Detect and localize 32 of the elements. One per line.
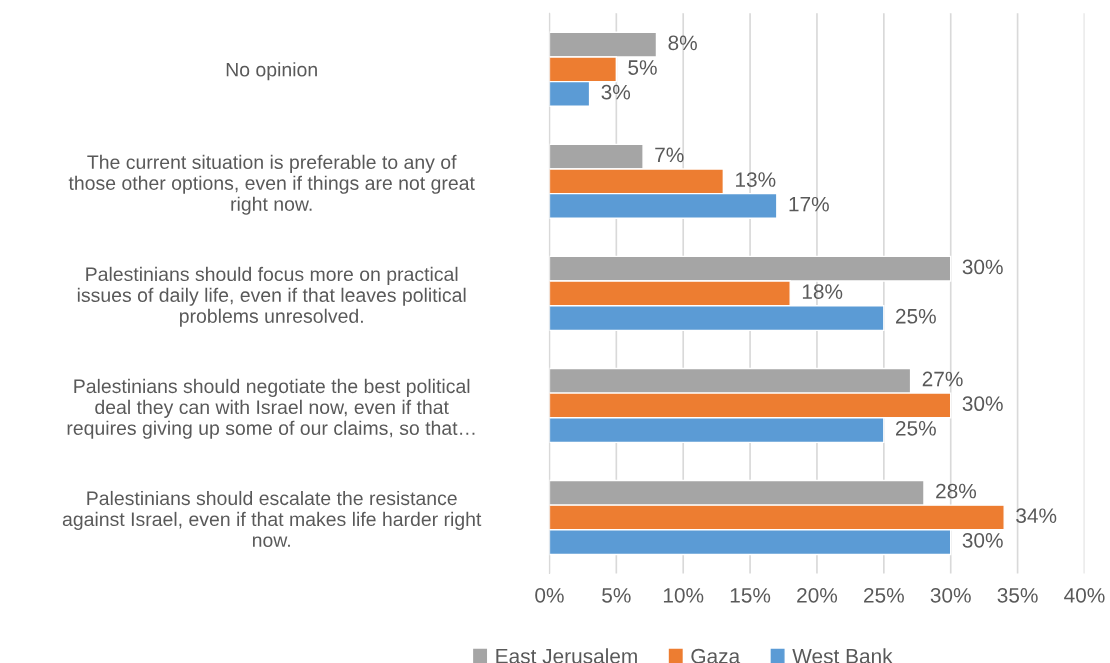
data-label: 27% — [922, 371, 963, 387]
data-label: 3% — [601, 84, 631, 100]
data-label: 30% — [962, 532, 1003, 548]
x-tick-label: 25% — [864, 587, 904, 603]
data-label: 8% — [668, 35, 697, 51]
y-tick-label: The current situation is preferable to any of those other options, even if things are not great right now. — [68, 154, 475, 215]
y-tick-label: Palestinians should negotiate the best political deal they can with Israel now, even if that requires giving up some of our claims, so that… — [67, 378, 475, 439]
data-label: 7% — [655, 147, 684, 163]
data-label: 30% — [962, 396, 1003, 412]
data-label: 34% — [1016, 508, 1057, 524]
x-tick-label: 30% — [930, 587, 971, 603]
legend-label: Gaza — [691, 648, 741, 663]
x-tick-label: 20% — [797, 587, 838, 603]
legend-label: East Jerusalem — [496, 648, 637, 663]
x-tick-label: 0% — [535, 587, 564, 603]
data-label: 30% — [962, 259, 1003, 275]
x-tick-label: 15% — [730, 588, 771, 603]
data-label: 25% — [896, 420, 936, 436]
x-tick-label: 35% — [997, 587, 1038, 603]
x-tick-label: 40% — [1064, 587, 1105, 603]
data-label: 17% — [789, 196, 829, 212]
data-label: 13% — [736, 172, 776, 187]
data-label: 5% — [628, 60, 657, 75]
y-tick-label: No opinion — [226, 62, 317, 81]
data-label: 25% — [896, 308, 936, 324]
x-tick-label: 5% — [602, 588, 631, 603]
data-label: 18% — [802, 284, 843, 299]
y-tick-label: Palestinians should focus more on practical issues of daily life, even if that leaves political problems unresolved. — [77, 266, 466, 327]
legend-label: West Bank — [792, 648, 893, 663]
y-tick-label: Palestinians should escalate the resistance against Israel, even if that makes life harder right now. — [62, 490, 482, 548]
data-label: 28% — [936, 483, 977, 499]
x-tick-label: 10% — [663, 587, 704, 603]
